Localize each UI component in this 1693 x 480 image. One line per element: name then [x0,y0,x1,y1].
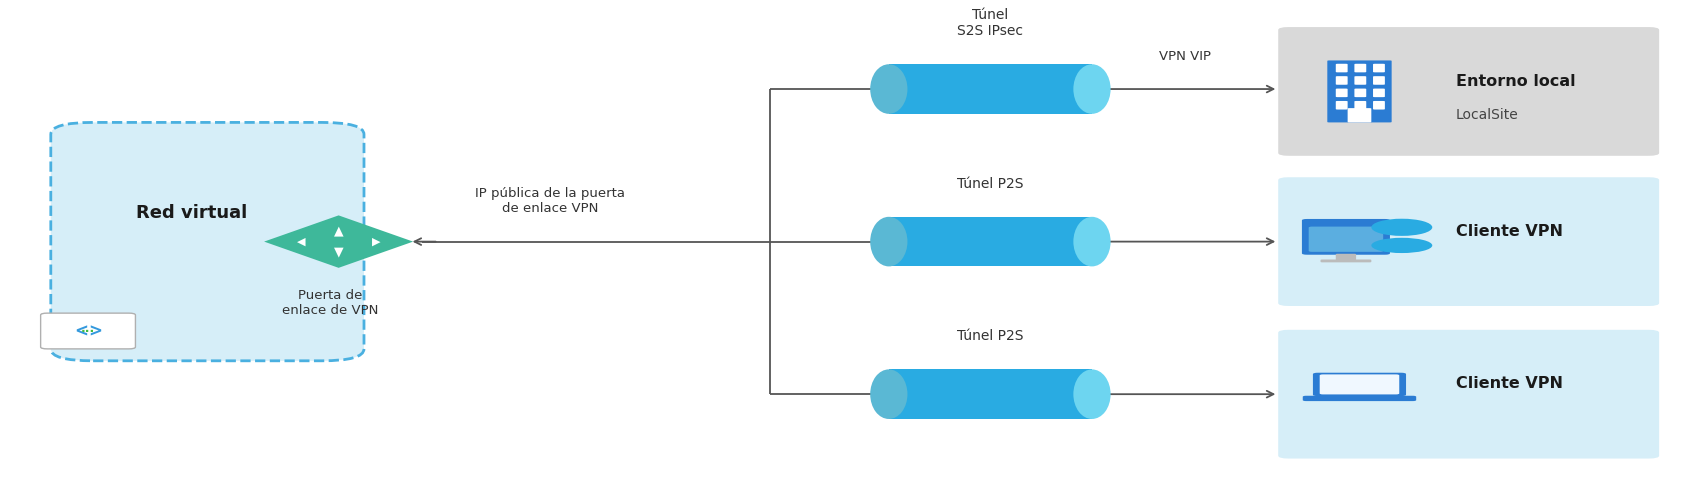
FancyBboxPatch shape [1309,227,1383,252]
FancyBboxPatch shape [1373,64,1385,72]
FancyBboxPatch shape [1336,64,1348,72]
Text: ▲: ▲ [334,225,344,238]
Text: <: < [74,322,88,340]
FancyBboxPatch shape [1278,330,1659,458]
Text: Túnel P2S: Túnel P2S [957,329,1024,343]
FancyBboxPatch shape [1354,89,1366,97]
FancyBboxPatch shape [1373,76,1385,85]
FancyBboxPatch shape [1278,177,1659,306]
FancyBboxPatch shape [1314,373,1407,396]
Text: ▶: ▶ [371,237,381,247]
FancyBboxPatch shape [889,217,1092,266]
Text: VPN VIP: VPN VIP [1160,50,1210,63]
Ellipse shape [1073,64,1111,114]
Text: Cliente VPN: Cliente VPN [1456,224,1563,239]
FancyBboxPatch shape [889,64,1092,114]
Text: Entorno local: Entorno local [1456,73,1576,89]
FancyBboxPatch shape [1348,108,1371,122]
Text: Puerta de
enlace de VPN: Puerta de enlace de VPN [283,289,378,317]
Ellipse shape [870,370,907,419]
FancyBboxPatch shape [1304,396,1415,401]
Text: Túnel
S2S IPsec: Túnel S2S IPsec [958,8,1023,38]
Text: >: > [88,322,102,340]
FancyBboxPatch shape [1373,101,1385,109]
FancyBboxPatch shape [1302,219,1390,255]
Text: LocalSite: LocalSite [1456,108,1519,121]
FancyBboxPatch shape [889,370,1092,419]
FancyBboxPatch shape [1327,60,1392,122]
FancyBboxPatch shape [1321,260,1371,263]
Text: ▼: ▼ [334,246,344,259]
FancyBboxPatch shape [1336,254,1356,261]
Text: Red virtual: Red virtual [135,204,247,222]
FancyBboxPatch shape [1336,89,1348,97]
FancyBboxPatch shape [1354,76,1366,85]
FancyBboxPatch shape [1321,374,1400,395]
FancyBboxPatch shape [1354,101,1366,109]
FancyBboxPatch shape [1336,76,1348,85]
FancyBboxPatch shape [1354,64,1366,72]
Text: ◀: ◀ [296,237,306,247]
FancyBboxPatch shape [41,313,135,349]
FancyBboxPatch shape [1278,27,1659,156]
Ellipse shape [1073,217,1111,266]
Ellipse shape [870,217,907,266]
Text: IP pública de la puerta
de enlace VPN: IP pública de la puerta de enlace VPN [476,187,625,216]
Text: ···: ··· [81,325,95,338]
Circle shape [1371,219,1432,236]
FancyBboxPatch shape [1373,89,1385,97]
Ellipse shape [870,64,907,114]
Text: Cliente VPN: Cliente VPN [1456,376,1563,391]
Polygon shape [264,216,413,268]
Ellipse shape [1073,370,1111,419]
Ellipse shape [1371,238,1432,253]
FancyBboxPatch shape [1336,101,1348,109]
Text: Túnel P2S: Túnel P2S [957,177,1024,191]
FancyBboxPatch shape [51,122,364,361]
